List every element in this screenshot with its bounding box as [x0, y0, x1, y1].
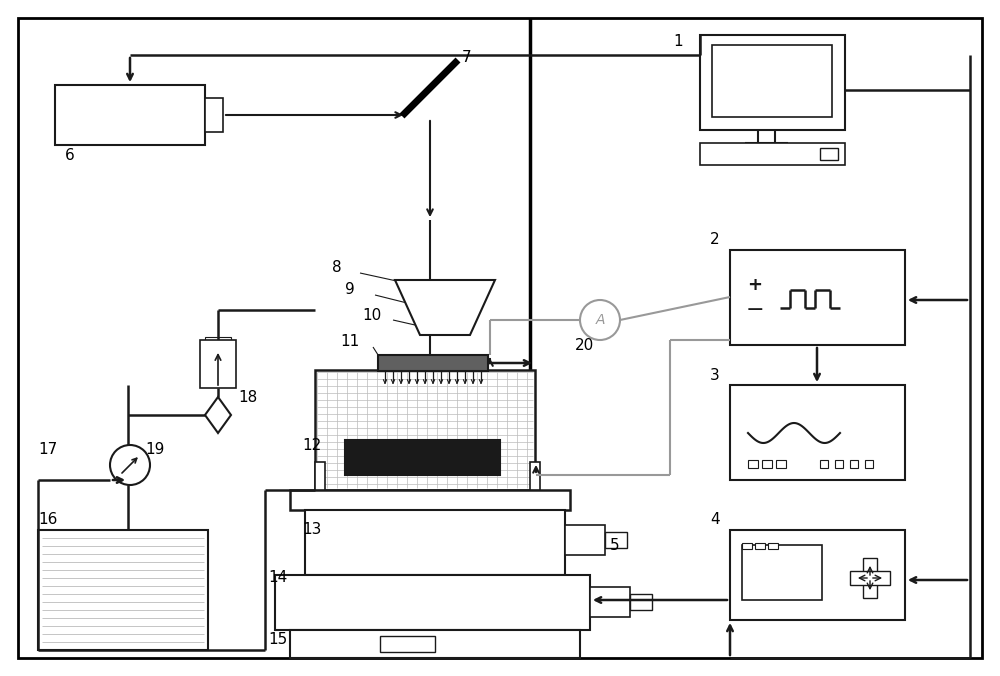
Text: 11: 11: [340, 335, 359, 349]
Text: 1: 1: [673, 34, 683, 49]
Bar: [776, 460, 786, 468]
Text: 5: 5: [610, 537, 620, 552]
Bar: [200, 340, 236, 388]
Text: 18: 18: [238, 391, 257, 406]
Bar: [38, 530, 208, 650]
Bar: [748, 460, 758, 468]
Bar: [835, 460, 843, 468]
Bar: [730, 250, 905, 345]
Bar: [700, 35, 845, 130]
Bar: [755, 543, 765, 549]
Bar: [630, 594, 652, 610]
Text: 9: 9: [345, 283, 355, 297]
Text: 19: 19: [145, 443, 164, 458]
Text: 7: 7: [462, 51, 472, 66]
Bar: [380, 636, 435, 652]
Bar: [55, 85, 205, 145]
Bar: [605, 532, 627, 548]
Bar: [712, 45, 832, 117]
Bar: [730, 385, 905, 480]
Text: +: +: [748, 276, 763, 294]
Text: 12: 12: [302, 437, 321, 452]
Bar: [590, 587, 630, 617]
Polygon shape: [395, 280, 495, 335]
Text: 16: 16: [38, 512, 57, 527]
Bar: [290, 490, 570, 510]
Text: 10: 10: [362, 308, 381, 322]
Bar: [820, 460, 828, 468]
Bar: [290, 630, 580, 658]
Bar: [730, 530, 905, 620]
Bar: [742, 545, 822, 600]
Circle shape: [867, 412, 883, 428]
Bar: [865, 460, 873, 468]
Text: A: A: [595, 313, 605, 327]
Text: 6: 6: [65, 147, 75, 162]
Bar: [565, 525, 605, 555]
Text: 2: 2: [710, 233, 720, 247]
Text: 4: 4: [710, 512, 720, 527]
Text: 3: 3: [710, 368, 720, 383]
Text: −: −: [746, 300, 764, 320]
Bar: [205, 337, 231, 342]
Bar: [700, 143, 845, 165]
Bar: [305, 510, 565, 575]
Bar: [315, 370, 535, 490]
Text: 20: 20: [575, 337, 594, 352]
Circle shape: [580, 300, 620, 340]
Bar: [315, 462, 325, 490]
Text: 15: 15: [268, 633, 287, 648]
Bar: [378, 355, 488, 371]
Bar: [850, 571, 890, 585]
Bar: [863, 558, 877, 598]
Bar: [850, 460, 858, 468]
Bar: [768, 543, 778, 549]
Text: 17: 17: [38, 443, 57, 458]
Bar: [275, 575, 590, 630]
Bar: [762, 460, 772, 468]
Text: 8: 8: [332, 260, 342, 276]
Text: 14: 14: [268, 571, 287, 585]
Bar: [205, 98, 223, 132]
Text: 13: 13: [302, 523, 321, 537]
Bar: [345, 440, 500, 475]
Bar: [820, 148, 838, 160]
Bar: [530, 462, 540, 490]
Circle shape: [110, 445, 150, 485]
Bar: [742, 543, 752, 549]
Polygon shape: [205, 397, 231, 433]
